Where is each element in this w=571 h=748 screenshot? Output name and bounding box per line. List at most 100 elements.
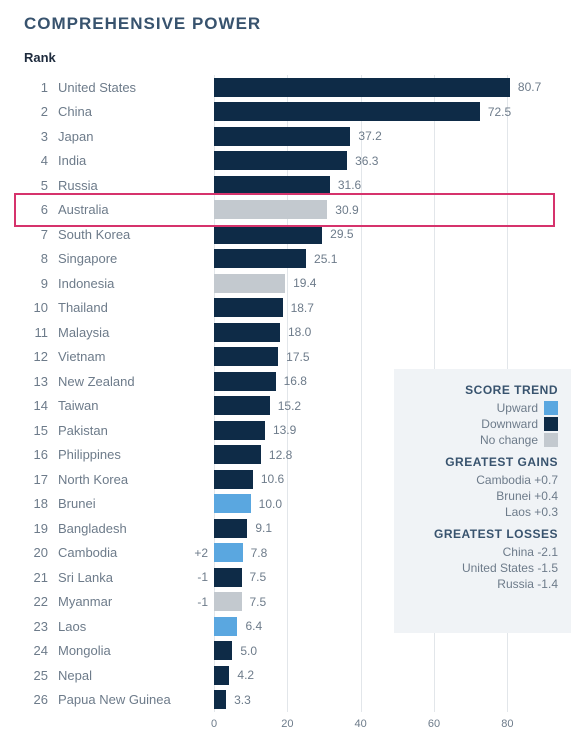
table-row: 11Malaysia18.0 — [24, 320, 551, 345]
bar-wrap: 19.4 — [214, 274, 551, 293]
rank-number: 9 — [24, 276, 58, 291]
bar-wrap: 72.5 — [214, 102, 551, 121]
country-label: United States — [58, 80, 186, 95]
table-row: 4India36.3 — [24, 149, 551, 174]
bar-wrap: 10.6 — [214, 470, 551, 489]
bar-value: 18.0 — [280, 325, 311, 339]
rank-number: 10 — [24, 300, 58, 315]
country-label: China — [58, 104, 186, 119]
bar-value: 16.8 — [276, 374, 307, 388]
rank-number: 5 — [24, 178, 58, 193]
bar-wrap: 29.5 — [214, 225, 551, 244]
table-row: 20Cambodia+27.8 — [24, 541, 551, 566]
bar-value: 10.0 — [251, 497, 282, 511]
country-label: Brunei — [58, 496, 186, 511]
table-row: 14Taiwan 15.2 — [24, 394, 551, 419]
bar-wrap: 37.2 — [214, 127, 551, 146]
bar — [214, 543, 243, 562]
country-label: Mongolia — [58, 643, 186, 658]
rank-delta: +2 — [186, 546, 214, 560]
bar-value: 30.9 — [327, 203, 358, 217]
bar — [214, 641, 232, 660]
rank-number: 25 — [24, 668, 58, 683]
bar-value: 15.2 — [270, 399, 301, 413]
rank-number: 8 — [24, 251, 58, 266]
bar — [214, 127, 350, 146]
bar-wrap: 18.0 — [214, 323, 551, 342]
bar-wrap: 25.1 — [214, 249, 551, 268]
bar-value: 13.9 — [265, 423, 296, 437]
bar — [214, 151, 347, 170]
bar-value: 7.8 — [243, 546, 268, 560]
bar-value: 36.3 — [347, 154, 378, 168]
table-row: 18Brunei10.0 — [24, 492, 551, 517]
country-label: Taiwan — [58, 398, 186, 413]
bar-wrap: 18.7 — [214, 298, 551, 317]
table-row: 6Australia30.9 — [24, 198, 551, 223]
rank-header: Rank — [24, 50, 551, 65]
country-label: Australia — [58, 202, 186, 217]
bar-value: 7.5 — [242, 570, 267, 584]
table-row: 26Papua New Guinea 3.3 — [24, 688, 551, 713]
rank-number: 14 — [24, 398, 58, 413]
table-row: 5Russia31.6 — [24, 173, 551, 198]
country-label: Indonesia — [58, 276, 186, 291]
table-row: 15Pakistan13.9 — [24, 418, 551, 443]
bar-value: 19.4 — [285, 276, 316, 290]
table-row: 23Laos 6.4 — [24, 614, 551, 639]
bar — [214, 274, 285, 293]
x-tick-label: 0 — [211, 718, 217, 730]
country-label: North Korea — [58, 472, 186, 487]
rank-number: 23 — [24, 619, 58, 634]
bar — [214, 519, 247, 538]
bar-value: 18.7 — [283, 301, 314, 315]
bar — [214, 323, 280, 342]
bar-wrap: 30.9 — [214, 200, 551, 219]
rank-number: 12 — [24, 349, 58, 364]
table-row: 24Mongolia5.0 — [24, 639, 551, 664]
table-row: 10Thailand18.7 — [24, 296, 551, 321]
rank-number: 26 — [24, 692, 58, 707]
bar-wrap: 6.4 — [214, 617, 551, 636]
bar — [214, 78, 510, 97]
bar — [214, 470, 253, 489]
rank-number: 16 — [24, 447, 58, 462]
rank-number: 21 — [24, 570, 58, 585]
bar — [214, 568, 242, 587]
bar — [214, 249, 306, 268]
bar-value: 17.5 — [278, 350, 309, 364]
table-row: 17North Korea 10.6 — [24, 467, 551, 492]
bar — [214, 617, 237, 636]
chart-rows: 1United States80.72China72.53Japan37.24I… — [24, 75, 551, 712]
rank-delta: -1 — [186, 570, 214, 584]
bar — [214, 176, 330, 195]
rank-number: 17 — [24, 472, 58, 487]
bar-value: 7.5 — [242, 595, 267, 609]
table-row: 1United States80.7 — [24, 75, 551, 100]
bar-value: 25.1 — [306, 252, 337, 266]
rank-number: 22 — [24, 594, 58, 609]
country-label: Bangladesh — [58, 521, 186, 536]
bar-wrap: 7.5 — [214, 568, 551, 587]
table-row: 12Vietnam 17.5 — [24, 345, 551, 370]
rank-number: 19 — [24, 521, 58, 536]
bar — [214, 445, 261, 464]
rank-number: 3 — [24, 129, 58, 144]
table-row: 16Philippines12.8 — [24, 443, 551, 468]
bar-wrap: 17.5 — [214, 347, 551, 366]
country-label: Laos — [58, 619, 186, 634]
table-row: 2China 72.5 — [24, 100, 551, 125]
table-row: 25Nepal4.2 — [24, 663, 551, 688]
bar-value: 80.7 — [510, 80, 541, 94]
bar-wrap: 80.7 — [214, 78, 551, 97]
rank-number: 24 — [24, 643, 58, 658]
rank-number: 2 — [24, 104, 58, 119]
bar-value: 3.3 — [226, 693, 251, 707]
country-label: Malaysia — [58, 325, 186, 340]
x-tick-label: 60 — [428, 718, 440, 730]
country-label: Papua New Guinea — [58, 692, 186, 707]
chart-area: 1United States80.72China72.53Japan37.24I… — [24, 75, 551, 736]
bar-wrap: 12.8 — [214, 445, 551, 464]
country-label: Vietnam — [58, 349, 186, 364]
table-row: 9Indonesia 19.4 — [24, 271, 551, 296]
